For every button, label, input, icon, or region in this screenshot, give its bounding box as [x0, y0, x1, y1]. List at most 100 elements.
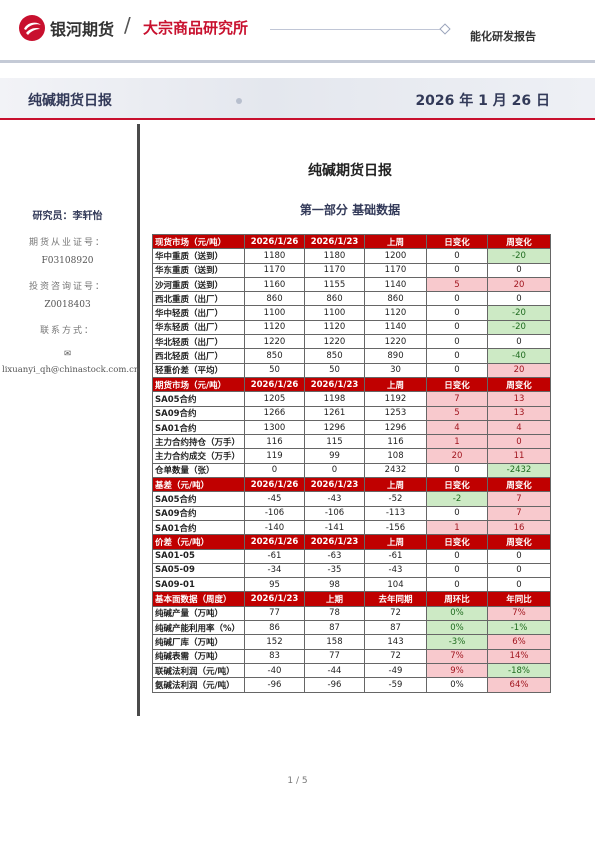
row-label: SA01合约	[152, 419, 245, 436]
table-cell: 5	[426, 276, 488, 293]
galaxy-futures-logo-icon	[19, 15, 45, 41]
table-cell: 1	[426, 519, 488, 536]
row-label: 纯碱表需（万吨）	[152, 648, 245, 664]
table-row: 纯碱厂库（万吨） 152 158 143 -3% 6%	[152, 634, 551, 650]
table-row: SA01合约 -140 -141 -156 1 16	[152, 519, 551, 536]
table-section-header: 价差（元/吨） 2026/1/26 2026/1/23 上周 日变化 周变化	[152, 534, 551, 550]
table-cell: 1	[426, 434, 488, 450]
table-cell: -3%	[426, 634, 488, 650]
table-row: SA09合约 -106 -106 -113 0 7	[152, 505, 551, 521]
table-cell: 1296	[304, 419, 365, 436]
table-cell: 1170	[364, 262, 427, 278]
table-cell: 50	[244, 362, 305, 378]
table-cell: 152	[244, 634, 305, 650]
table-cell: 1120	[364, 305, 427, 321]
table-cell: 0%	[426, 620, 488, 636]
table-cell: 2026/1/23	[304, 477, 365, 493]
table-cell: 14%	[487, 648, 551, 664]
table-cell: 7%	[426, 648, 488, 664]
report-type: 能化研发报告	[470, 30, 536, 43]
table-cell: 1140	[364, 319, 427, 336]
table-cell: 64%	[487, 677, 551, 693]
row-label: 期货市场（元/吨）	[152, 376, 245, 393]
contact-label: 联系方式：	[39, 326, 95, 336]
table-cell: 20	[487, 362, 551, 378]
table-cell: 0	[426, 505, 488, 521]
row-label: 华北轻质（出厂）	[152, 334, 245, 350]
row-label: 西北轻质（出厂）	[152, 348, 245, 364]
table-cell: 0	[487, 562, 551, 579]
table-row: SA09-01 95 98 104 0 0	[152, 577, 551, 593]
row-label: 主力合约持仓（万手）	[152, 434, 245, 450]
qualification-number: F03108920	[41, 256, 94, 266]
table-cell: 5	[426, 405, 488, 421]
table-cell: 16	[487, 519, 551, 536]
table-cell: 72	[364, 605, 427, 622]
table-cell: 78	[304, 605, 365, 622]
table-cell: 日变化	[426, 477, 488, 493]
table-cell: 周变化	[487, 376, 551, 393]
table-row: 华东重质（送到） 1170 1170 1170 0 0	[152, 262, 551, 278]
institute-name: 大宗商品研究所	[143, 19, 249, 37]
table-cell: 2026/1/23	[304, 534, 365, 550]
table-cell: -43	[364, 562, 427, 579]
table-cell: 0	[244, 462, 305, 479]
table-cell: 1200	[364, 248, 427, 264]
banner-underline	[0, 118, 595, 120]
table-cell: 2026/1/26	[244, 477, 305, 493]
table-cell: 860	[244, 291, 305, 307]
table-row: 轻重价差（平均） 50 50 30 0 20	[152, 362, 551, 378]
table-cell: 上周	[364, 534, 427, 550]
table-cell: 1192	[364, 391, 427, 407]
table-cell: 1296	[364, 419, 427, 436]
table-cell: 4	[487, 419, 551, 436]
table-cell: 4	[426, 419, 488, 436]
table-cell: -44	[304, 662, 365, 679]
table-cell: 1170	[244, 262, 305, 278]
table-cell: 0	[487, 291, 551, 307]
table-cell: 87	[364, 620, 427, 636]
row-label: 纯碱产能利用率（%）	[152, 620, 245, 636]
table-cell: -61	[364, 548, 427, 564]
table-cell: 0	[426, 562, 488, 579]
row-label: 联碱法利润（元/吨）	[152, 662, 245, 679]
table-section-header: 现货市场（元/吨） 2026/1/26 2026/1/23 上周 日变化 周变化	[152, 233, 551, 250]
table-cell: 周变化	[487, 534, 551, 550]
table-cell: 30	[364, 362, 427, 378]
header-separator: /	[124, 13, 131, 37]
table-cell: 0	[487, 262, 551, 278]
table-row: SA09合约 1266 1261 1253 5 13	[152, 405, 551, 421]
table-cell: 115	[304, 434, 365, 450]
table-cell: 周变化	[487, 477, 551, 493]
header-divider-line	[270, 29, 445, 30]
table-cell: -34	[244, 562, 305, 579]
row-label: SA09合约	[152, 505, 245, 521]
table-row: 主力合约成交（万手） 119 99 108 20 11	[152, 448, 551, 464]
vertical-divider	[137, 124, 140, 716]
table-cell: 0	[426, 348, 488, 364]
email-link[interactable]: ✉ lixuanyi_qh@chinastock.com.cn	[0, 346, 139, 378]
table-cell: 108	[364, 448, 427, 464]
table-cell: 1170	[304, 262, 365, 278]
table-cell: 2026/1/26	[244, 534, 305, 550]
table-row: SA05合约 -45 -43 -52 -2 7	[152, 491, 551, 507]
table-row: 主力合约持仓（万手） 116 115 116 1 0	[152, 434, 551, 450]
table-cell: -96	[304, 677, 365, 693]
table-cell: 1100	[244, 305, 305, 321]
page-header: 银河期货 / 大宗商品研究所 能化研发报告	[0, 0, 595, 60]
table-cell: -49	[364, 662, 427, 679]
table-cell: 0	[487, 548, 551, 564]
table-cell: -20	[487, 248, 551, 264]
table-cell: 143	[364, 634, 427, 650]
table-cell: 7	[426, 391, 488, 407]
table-cell: 83	[244, 648, 305, 664]
table-cell: 0	[487, 577, 551, 593]
table-cell: 20	[487, 276, 551, 293]
table-cell: -96	[244, 677, 305, 693]
table-cell: -40	[244, 662, 305, 679]
row-label: 仓单数量（张）	[152, 462, 245, 479]
table-cell: -156	[364, 519, 427, 536]
row-label: 沙河重质（送到）	[152, 276, 245, 293]
table-cell: -113	[364, 505, 427, 521]
table-cell: 77	[244, 605, 305, 622]
